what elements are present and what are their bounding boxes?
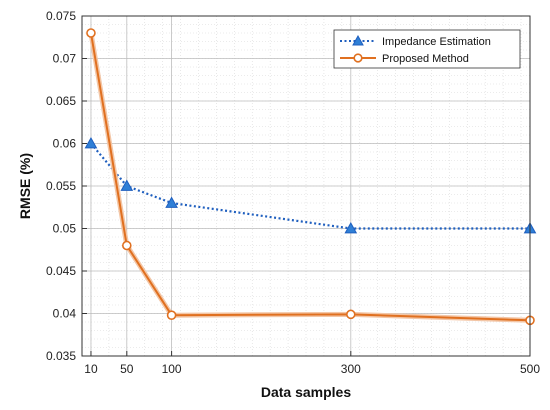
- data-point: [345, 309, 356, 320]
- x-tick-label: 300: [341, 362, 361, 376]
- legend-marker: [353, 53, 363, 63]
- data-point: [344, 221, 358, 234]
- legend-item: Impedance Estimation: [340, 34, 491, 48]
- y-tick-label: 0.04: [53, 307, 77, 321]
- series-layer: [84, 28, 537, 326]
- x-tick-label: 500: [520, 362, 540, 376]
- y-tick-label: 0.035: [46, 349, 76, 363]
- legend-label: Proposed Method: [382, 53, 469, 65]
- y-tick-label: 0.075: [46, 9, 76, 23]
- y-axis-label: RMSE (%): [17, 153, 33, 219]
- data-point: [166, 310, 177, 321]
- data-point: [86, 28, 96, 38]
- legend-label: Impedance Estimation: [382, 36, 491, 48]
- legend-item: Proposed Method: [340, 53, 469, 65]
- x-tick-label: 100: [162, 362, 182, 376]
- legend-marker: [352, 34, 364, 46]
- data-point: [165, 196, 178, 208]
- legend-box: [333, 29, 521, 69]
- x-tick-label: 10: [84, 362, 98, 376]
- x-tick-label: 50: [120, 362, 134, 376]
- legend: Impedance Estimation Proposed Method: [333, 29, 521, 69]
- y-tick-label: 0.045: [46, 264, 76, 278]
- data-point: [84, 136, 98, 149]
- x-axis-label: Data samples: [261, 384, 351, 400]
- series-2: [86, 28, 535, 326]
- y-axis-ticks: 0.035 0.04 0.045 0.05 0.055 0.06 0.065 0.07 0.07…: [46, 9, 87, 363]
- data-point: [122, 240, 132, 251]
- y-tick-label: 0.05: [53, 222, 77, 236]
- y-tick-label: 0.06: [53, 137, 77, 151]
- y-tick-label: 0.065: [46, 94, 76, 108]
- y-tick-label: 0.055: [46, 179, 76, 193]
- x-axis-ticks: 10 50 100 300 500: [84, 351, 540, 376]
- y-tick-label: 0.07: [53, 52, 77, 66]
- data-point: [120, 179, 134, 191]
